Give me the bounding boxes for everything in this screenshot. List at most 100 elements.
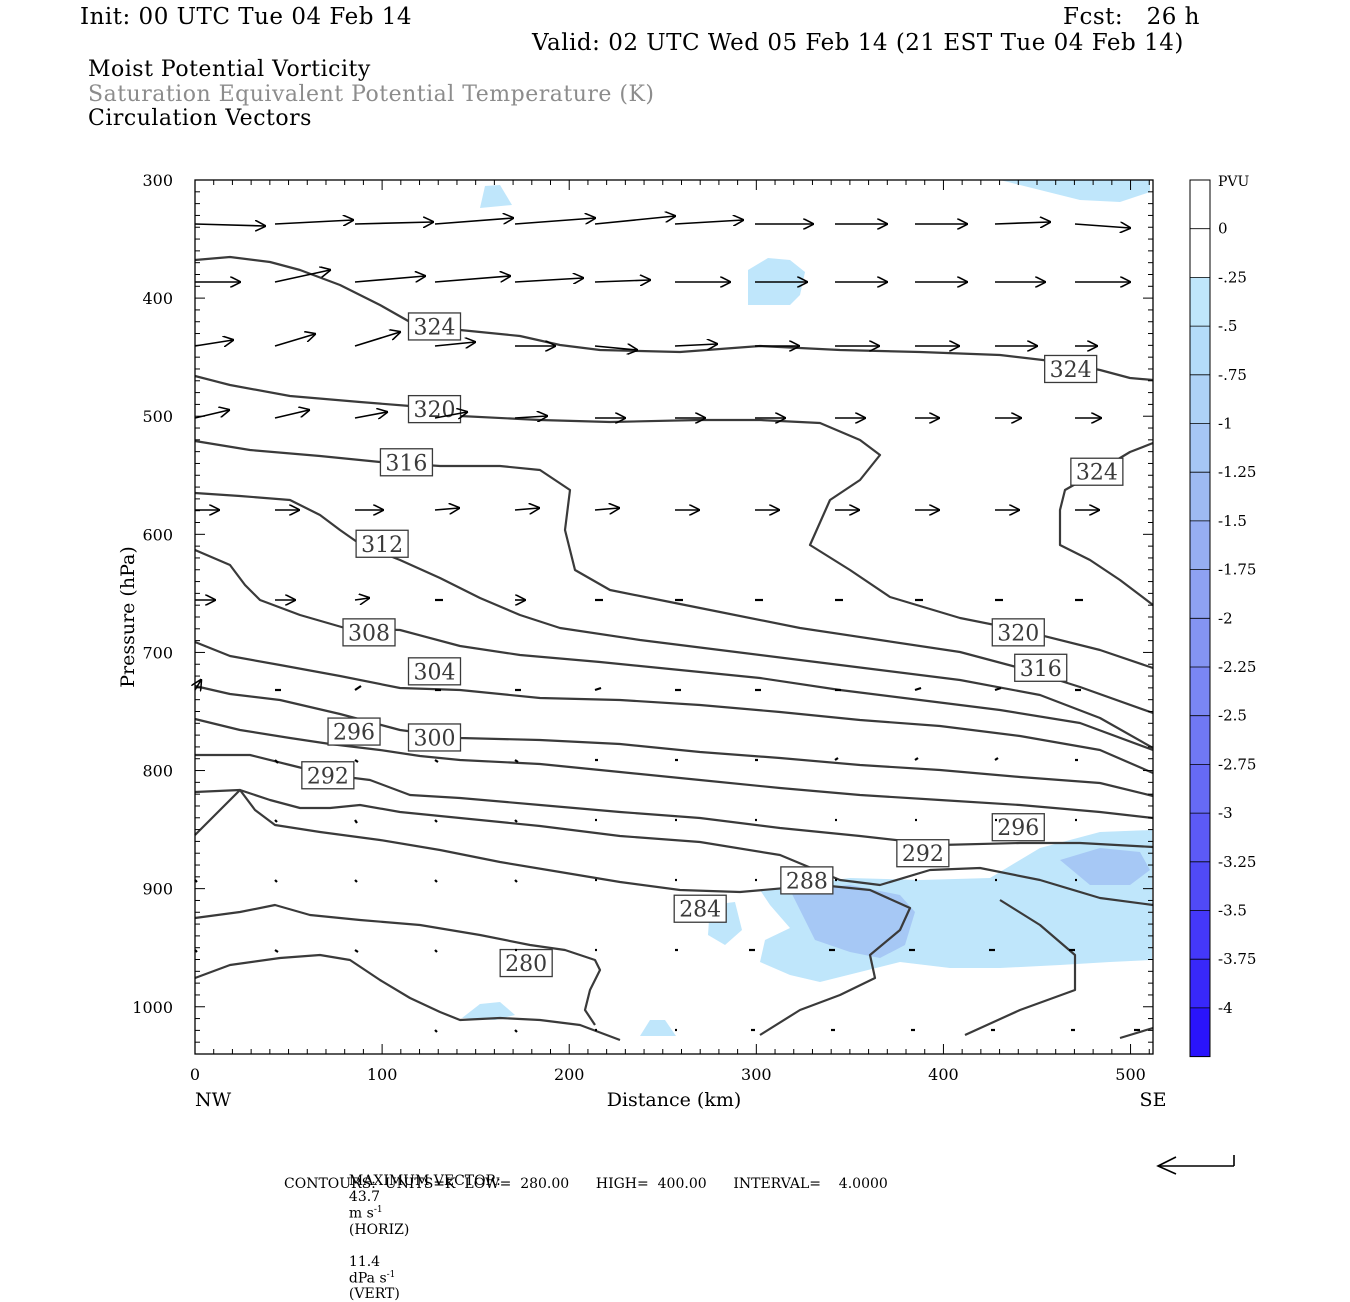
contour-276-lower (194, 953, 621, 1042)
wind-vector-arrow (354, 598, 369, 600)
wind-vector-dot (354, 819, 358, 824)
pv-region-low-level-core (790, 885, 915, 958)
contour-label: 292 (902, 842, 944, 867)
colorbar-swatch (1190, 180, 1210, 229)
colorbar-swatch (1190, 374, 1210, 424)
reference-vector-arrow (1156, 1155, 1235, 1175)
contour-320 (194, 374, 1154, 670)
pv-colorbar: PVU 0 -.25 -.5 -.75 -1 -1.25 -1.5 -1.75 -2 -2.25 -2… (1189, 174, 1256, 1058)
colorbar-label: -3 (1218, 804, 1233, 822)
colorbar-label: -2.75 (1218, 755, 1256, 773)
y-tick-label: 1000 (132, 998, 173, 1017)
x-tick-label: 0 (190, 1065, 200, 1084)
contour-316 (194, 439, 1154, 715)
contour-label-box (1014, 653, 1068, 682)
contour-label-box (673, 894, 727, 923)
contour-label: 304 (414, 660, 456, 685)
colorbar-unit: PVU (1218, 174, 1250, 190)
wind-vector-dot (514, 879, 518, 883)
horiz-unit: m s (348, 1205, 374, 1222)
valid-time: Valid: 02 UTC Wed 05 Feb 14 (21 EST Tue … (532, 30, 1184, 56)
colorbar-label: -1.5 (1218, 512, 1247, 530)
wind-vector-dot (514, 759, 519, 763)
wind-vector-dot (274, 879, 278, 883)
contour-280 (194, 903, 602, 1026)
pv-region-small-3 (640, 1020, 676, 1036)
colorbar-label: -2 (1218, 609, 1233, 627)
wind-vector-arrow (594, 216, 675, 225)
contour-label-box (991, 813, 1045, 842)
wind-vector-arrow (674, 344, 717, 346)
colorbar-label: -2.25 (1218, 658, 1256, 676)
wind-vector-arrow (194, 340, 233, 346)
max-vector-label: MAXIMUM VECTOR: (348, 1173, 501, 1189)
wind-vector-arrow (674, 220, 743, 224)
colorbar-swatch (1190, 813, 1210, 862)
wind-vector-arrow (1074, 224, 1130, 228)
contour-label-box (780, 866, 834, 895)
contour-label-box (342, 618, 396, 647)
wind-vector-dot (354, 685, 362, 691)
colorbar-label: -.5 (1218, 317, 1237, 335)
circulation-vectors (194, 216, 1140, 1033)
contour-284 (194, 788, 912, 1036)
wind-vector-dot (274, 949, 279, 953)
axes: 300 400 500 600 700 800 900 1000 0 100 200 300 400 50… (117, 171, 1166, 1111)
wind-vector-arrow (594, 508, 619, 510)
pv-region-right-core (1060, 848, 1150, 885)
wind-vector-arrow (594, 346, 637, 350)
colorbar-label: -.75 (1218, 366, 1247, 384)
wind-vector-arrow (514, 278, 583, 282)
vert-value: 11.4 (348, 1253, 381, 1270)
wind-vector-dot (914, 757, 919, 761)
contour-label: 280 (505, 952, 547, 977)
wind-vector-dot (354, 759, 359, 763)
horiz-exp: -1 (373, 1205, 383, 1215)
contour-label: 284 (679, 898, 721, 923)
contour-label: 312 (361, 533, 403, 558)
wind-vector-dot (434, 879, 438, 883)
contour-304 (194, 640, 1154, 775)
contour-label: 308 (348, 621, 390, 646)
contour-324-upper (194, 255, 1154, 382)
wind-vector-dot (434, 949, 438, 953)
pv-region-top-right (1000, 180, 1150, 202)
cross-section-chart: 324 324 324 320 320 316 316 312 308 304 300 296 296 2… (117, 171, 1256, 1175)
wind-vector-arrow (514, 416, 547, 418)
wind-vector-arrow (274, 410, 309, 419)
colorbar-swatch (1190, 423, 1210, 473)
colorbar-swatch (1190, 764, 1210, 814)
wind-vector-dot (994, 686, 1002, 692)
title-mpv: Moist Potential Vorticity (88, 57, 371, 82)
colorbar-swatch (1190, 715, 1210, 765)
y-axis-title: Pressure (hPa) (117, 546, 139, 688)
colorbar-swatch (1190, 569, 1210, 619)
colorbar-label: -2.5 (1218, 707, 1247, 725)
x-tick-label: 400 (928, 1065, 959, 1084)
wind-vector-arrow (195, 680, 201, 690)
wind-vector-dot (914, 686, 922, 692)
wind-vector-dot (834, 757, 839, 761)
wind-vector-dot (274, 759, 279, 764)
wind-vector-arrow (354, 276, 425, 283)
wind-vector-dot (354, 879, 358, 883)
wind-vector-arrow (434, 276, 510, 283)
contour-surface-right (1119, 1026, 1154, 1040)
colorbar-label: -1.25 (1218, 463, 1256, 481)
contour-label-box (499, 948, 553, 978)
contours-info: CONTOURS: UNITS=K LOW= 280.00 HIGH= 400.… (284, 1176, 888, 1192)
y-tick-label: 800 (142, 762, 173, 781)
wind-vector-arrow (274, 334, 315, 347)
contour-label: 320 (414, 398, 456, 423)
wind-vector-arrow (434, 508, 459, 510)
contour-label: 296 (997, 816, 1039, 841)
title-theta-es: Saturation Equivalent Potential Temperat… (88, 82, 655, 107)
y-tick-label: 900 (142, 880, 173, 899)
x-axis-title: Distance (km) (607, 1089, 742, 1111)
contour-label: 288 (786, 869, 828, 894)
wind-vector-dot (354, 949, 359, 953)
wind-vector-dot (434, 1029, 438, 1033)
colorbar-label: -.25 (1218, 268, 1247, 286)
contour-label: 300 (414, 726, 456, 751)
wind-vector-dot (434, 759, 439, 763)
